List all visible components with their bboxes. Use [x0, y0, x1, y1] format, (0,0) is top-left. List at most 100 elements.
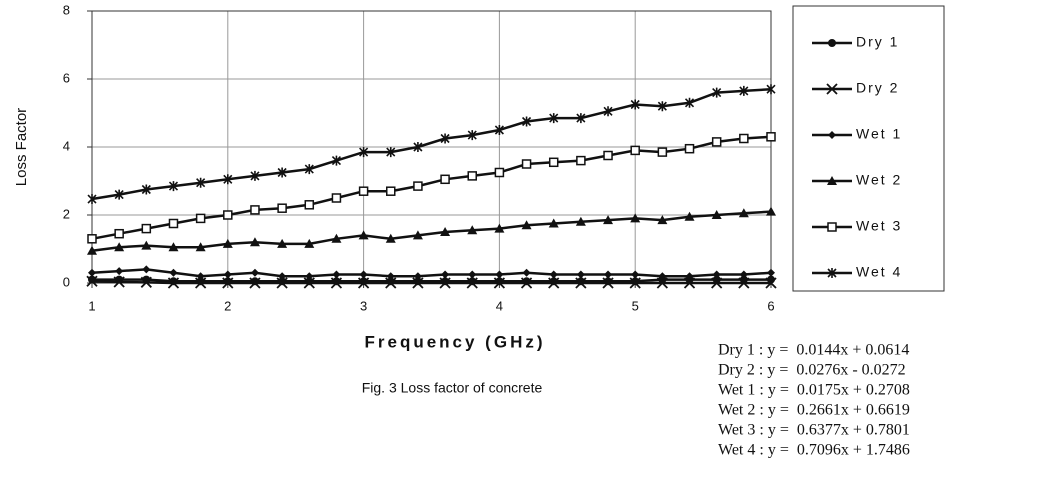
marker: [441, 270, 450, 279]
marker: [576, 270, 585, 279]
marker-shape: [169, 268, 178, 277]
marker-shape: [440, 174, 450, 185]
marker: [630, 99, 640, 110]
marker-shape: [195, 277, 207, 289]
marker: [766, 132, 776, 142]
marker: [113, 276, 125, 288]
marker-shape: [827, 222, 837, 232]
marker-shape: [168, 181, 179, 192]
marker-shape: [195, 213, 206, 224]
marker: [195, 277, 207, 289]
marker-shape: [739, 85, 749, 96]
marker: [548, 157, 559, 168]
marker: [439, 277, 451, 289]
marker: [358, 230, 369, 240]
marker: [657, 101, 667, 112]
marker: [412, 230, 423, 240]
marker: [114, 189, 124, 200]
marker: [467, 171, 477, 181]
marker: [412, 277, 424, 289]
marker-shape: [712, 87, 722, 98]
marker: [304, 238, 315, 248]
marker-shape: [87, 245, 97, 255]
marker: [223, 174, 233, 185]
equation: Wet 1 : y = 0.0175x + 0.2708: [718, 382, 910, 399]
marker-shape: [276, 277, 288, 289]
marker-shape: [828, 39, 836, 47]
marker-shape: [304, 238, 315, 248]
marker: [576, 113, 586, 124]
marker: [657, 215, 668, 225]
marker-shape: [249, 277, 261, 289]
marker: [575, 277, 587, 289]
marker: [604, 270, 613, 279]
marker: [168, 242, 179, 252]
marker: [304, 200, 315, 210]
marker-shape: [168, 242, 179, 252]
marker: [357, 277, 370, 289]
marker-shape: [604, 270, 613, 279]
marker-shape: [195, 242, 206, 252]
marker-shape: [167, 277, 180, 289]
marker-shape: [113, 276, 125, 288]
marker-shape: [331, 155, 342, 166]
marker-shape: [467, 171, 477, 181]
marker: [766, 206, 776, 216]
marker: [712, 270, 721, 279]
marker: [738, 208, 749, 218]
marker: [521, 220, 532, 230]
marker: [521, 116, 532, 127]
marker-shape: [385, 233, 396, 243]
marker-shape: [304, 164, 314, 175]
series-line: [91, 87, 772, 201]
marker-shape: [359, 147, 369, 158]
marker-shape: [249, 237, 260, 247]
marker: [712, 87, 722, 98]
marker-shape: [330, 277, 343, 289]
marker: [141, 223, 152, 234]
marker: [196, 272, 205, 281]
marker-shape: [630, 213, 641, 223]
legend-label: Dry 2: [856, 80, 899, 96]
marker: [494, 167, 505, 178]
marker-shape: [683, 277, 696, 289]
marker: [685, 272, 694, 281]
marker-shape: [548, 277, 560, 289]
marker: [359, 270, 368, 279]
marker: [413, 181, 423, 191]
marker: [657, 147, 668, 157]
marker-shape: [766, 206, 776, 216]
y-axis-label: Loss Factor: [13, 108, 30, 186]
legend-label: Dry 1: [856, 34, 899, 50]
marker: [249, 277, 261, 289]
marker: [576, 155, 586, 166]
marker: [684, 97, 695, 108]
marker-shape: [827, 176, 837, 185]
marker: [827, 176, 837, 185]
marker-shape: [658, 272, 667, 281]
marker-shape: [576, 270, 585, 279]
marker: [684, 143, 695, 154]
series-line: [91, 135, 772, 241]
marker-shape: [168, 218, 179, 229]
marker: [494, 223, 505, 233]
marker-shape: [739, 270, 748, 279]
marker-shape: [684, 143, 695, 154]
marker-shape: [114, 228, 124, 239]
marker-shape: [386, 147, 396, 158]
marker-shape: [439, 277, 451, 289]
marker-shape: [826, 83, 838, 95]
marker: [222, 238, 233, 248]
marker-shape: [522, 268, 531, 277]
marker: [826, 83, 838, 95]
marker: [249, 237, 260, 247]
marker: [167, 277, 180, 289]
marker-shape: [278, 272, 287, 281]
marker: [575, 216, 586, 226]
marker-shape: [765, 277, 777, 289]
marker-shape: [277, 167, 287, 178]
marker-shape: [602, 277, 614, 289]
marker-shape: [141, 184, 151, 195]
marker-shape: [684, 97, 695, 108]
marker-shape: [412, 230, 423, 240]
